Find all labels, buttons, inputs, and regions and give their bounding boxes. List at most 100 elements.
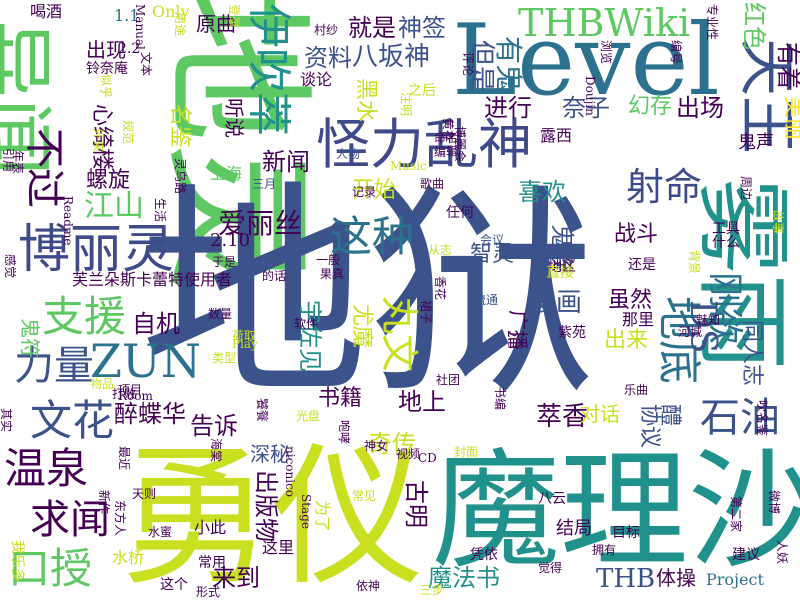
word: 其实: [0, 408, 13, 433]
word: Play: [232, 337, 258, 351]
word: 光盘: [296, 409, 321, 423]
word: Readme: [61, 196, 75, 246]
word: 博麗会: [453, 126, 467, 163]
word: THBWiki: [518, 1, 691, 45]
word: 结局: [556, 518, 592, 539]
word: 勇仪: [120, 429, 424, 600]
word: 小此: [194, 518, 227, 537]
word: 海棠: [209, 438, 223, 463]
word: 社团: [436, 373, 461, 387]
word: 体操: [656, 566, 696, 590]
word: 尤魔: [349, 304, 374, 349]
word: 2.3: [505, 330, 519, 350]
word: 这里: [262, 538, 295, 557]
word: 第二家: [729, 496, 743, 533]
word: 这个: [160, 577, 188, 593]
word: 魅知: [696, 313, 721, 327]
word: 微博: [767, 490, 781, 515]
word: 的话: [262, 269, 287, 283]
word: 软件: [294, 317, 319, 331]
word: 地狱: [140, 161, 596, 427]
word: 谈论: [300, 70, 333, 89]
word: 芙兰朵: [72, 270, 121, 289]
word: 依神: [356, 579, 381, 593]
word: 项目: [118, 383, 143, 397]
word: 幻存: [628, 94, 673, 119]
word: 果真: [320, 267, 345, 281]
word: 村纱: [314, 23, 339, 37]
word: 新作: [97, 490, 111, 515]
word: 力量: [14, 343, 94, 389]
word: 背景: [687, 250, 701, 275]
word: 自机: [132, 310, 180, 338]
word: 美丽: [781, 96, 800, 141]
word: 射命: [626, 165, 703, 209]
word: 三月: [252, 177, 277, 191]
word: 水蜜: [148, 525, 173, 539]
word: 地区: [548, 259, 576, 275]
word: 八云: [538, 491, 566, 507]
word: 形式: [196, 585, 221, 599]
word: 不过: [21, 128, 67, 208]
word: 任何: [446, 205, 474, 221]
word: 来到: [212, 564, 260, 592]
word: niconico: [283, 446, 297, 498]
word: 爱丽丝: [218, 207, 303, 240]
word: 这种: [330, 212, 415, 261]
word: 最近: [117, 446, 131, 471]
word: 原曲: [196, 12, 236, 36]
word: 吹名鉴: [755, 400, 769, 437]
word: 就是: [348, 14, 396, 42]
word: 常用: [198, 555, 226, 571]
word: 之后: [408, 83, 436, 99]
word: CD: [418, 451, 437, 465]
word: 常见: [352, 489, 377, 503]
word: 名鉴: [167, 104, 192, 149]
word: 进行: [484, 94, 532, 122]
word: 灵乌路: [173, 158, 187, 195]
word: Manual: [133, 4, 147, 50]
word: 类型: [212, 351, 237, 365]
word: 乐曲: [624, 383, 649, 397]
word: 鬼声: [738, 132, 774, 153]
word: 深秘: [250, 442, 290, 466]
word: 魔法书: [428, 564, 500, 592]
word: 丸文: [377, 296, 421, 373]
word: 外来: [91, 128, 105, 153]
word: 周边: [739, 176, 753, 201]
word: 听说: [222, 98, 246, 138]
word: 凭依: [470, 547, 498, 563]
word: 神女: [364, 439, 389, 453]
word: 出场: [676, 94, 724, 122]
word: 紫苑: [558, 325, 586, 341]
word: ZUN: [90, 334, 201, 388]
word: 喝酒: [30, 2, 63, 21]
word: 我乐多: [9, 540, 25, 582]
word: 规范: [121, 120, 135, 145]
word: 记录: [352, 185, 377, 199]
word: 萃香: [536, 402, 589, 432]
word: 生活: [153, 198, 167, 223]
word: Project: [706, 570, 764, 589]
word: 编号: [669, 40, 683, 65]
word: 奇传: [368, 430, 416, 458]
word: 还是: [628, 257, 656, 273]
word: 香花: [433, 276, 447, 301]
word: 八坂神: [352, 42, 431, 72]
word: 同人志: [739, 320, 764, 387]
word: 战斗: [614, 222, 659, 247]
word: 封面: [454, 445, 479, 459]
word: 露西: [540, 126, 573, 145]
word: 人物: [336, 147, 361, 161]
word: Level: [452, 4, 720, 118]
word: 求闻: [30, 497, 110, 543]
word: 咆哮: [337, 420, 351, 445]
word: Stage: [299, 494, 313, 529]
word: 水桥: [112, 548, 145, 567]
word: 数量: [208, 307, 233, 321]
word: 裙子: [419, 300, 433, 325]
word: 那里: [622, 310, 655, 329]
word: 上海: [210, 164, 243, 183]
word: 石油: [700, 395, 780, 441]
word: 伊吹萃: [243, 4, 294, 136]
